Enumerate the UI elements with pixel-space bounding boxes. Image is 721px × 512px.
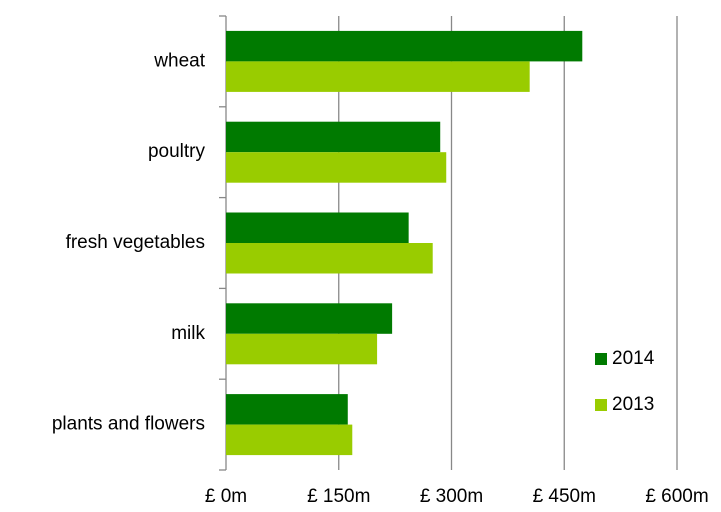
y-tick-label: milk [171,323,205,344]
legend-label: 2014 [612,348,655,369]
bar [226,394,348,425]
x-tick-label: £ 450m [533,486,596,507]
x-tick-label: £ 0m [205,486,247,507]
x-tick-label: £ 300m [420,486,483,507]
x-tick-label: £ 600m [645,486,708,507]
bar [226,61,530,92]
bar [226,303,393,334]
bar [226,212,409,243]
bar [226,424,353,456]
bar [226,152,447,183]
y-tick-label: wheat [153,50,205,71]
y-tick-label: plants and flowers [52,414,205,435]
bar [226,30,583,62]
legend-swatch [595,353,607,365]
legend-swatch [595,399,607,411]
x-tick-label: £ 150m [307,486,370,507]
bar [226,121,441,153]
bar [226,333,378,365]
y-tick-label: fresh vegetables [66,232,205,253]
bar [226,243,433,274]
legend-label: 2013 [612,394,654,415]
y-tick-label: poultry [148,141,206,162]
